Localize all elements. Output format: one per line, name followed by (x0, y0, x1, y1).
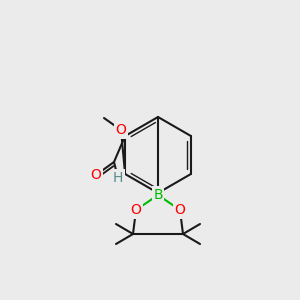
Text: O: O (130, 203, 141, 217)
Text: O: O (175, 203, 185, 217)
Text: H: H (113, 171, 123, 185)
Text: B: B (153, 188, 163, 202)
Text: O: O (91, 168, 101, 182)
Text: O: O (116, 123, 126, 137)
